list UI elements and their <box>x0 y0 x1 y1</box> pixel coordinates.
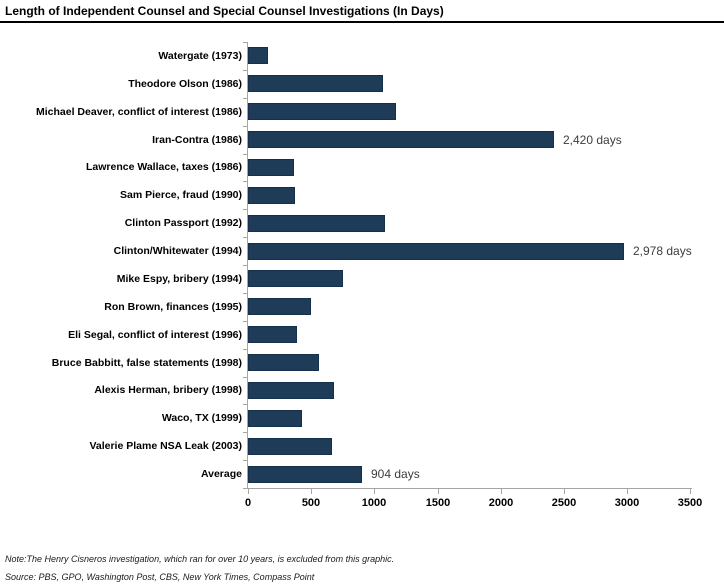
category-label: Lawrence Wallace, taxes (1986) <box>85 161 242 173</box>
value-annotation: 904 days <box>371 467 420 481</box>
bar-2 <box>248 75 383 92</box>
category-label: Theodore Olson (1986) <box>128 78 242 90</box>
bar-7 <box>248 215 385 232</box>
y-axis-tick <box>243 70 247 71</box>
bar-5 <box>248 159 294 176</box>
category-label: Average <box>200 468 242 480</box>
bar-9 <box>248 270 343 287</box>
category-label: Waco, TX (1999) <box>161 412 242 424</box>
bar-8 <box>248 243 624 260</box>
x-axis-tick <box>438 489 439 494</box>
category-label: Clinton Passport (1992) <box>124 217 242 229</box>
x-axis-tick <box>374 489 375 494</box>
bar-1 <box>248 47 268 64</box>
x-axis-tick-label: 1000 <box>361 497 387 509</box>
y-axis-tick <box>243 321 247 322</box>
bar-10 <box>248 298 311 315</box>
y-axis-tick <box>243 126 247 127</box>
y-axis-tick <box>243 181 247 182</box>
y-axis-line <box>247 42 248 488</box>
x-axis-tick-label: 3000 <box>614 497 640 509</box>
y-axis-tick <box>243 432 247 433</box>
category-label: Clinton/Whitewater (1994) <box>113 245 242 257</box>
y-axis-tick <box>243 209 247 210</box>
bar-14 <box>248 410 302 427</box>
x-axis-tick-label: 1500 <box>425 497 451 509</box>
category-label: Eli Segal, conflict of interest (1996) <box>68 329 242 341</box>
category-label: Bruce Babbitt, false statements (1998) <box>51 357 242 369</box>
x-axis-tick-label: 0 <box>244 497 252 509</box>
y-axis-tick <box>243 237 247 238</box>
note-text: Note:The Henry Cisneros investigation, w… <box>5 554 395 564</box>
x-axis-tick <box>690 489 691 494</box>
category-label: Valerie Plame NSA Leak (2003) <box>89 440 242 452</box>
bar-4 <box>248 131 554 148</box>
category-label: Watergate (1973) <box>158 50 242 62</box>
y-axis-tick <box>243 460 247 461</box>
value-annotation: 2,420 days <box>563 133 622 147</box>
bar-11 <box>248 326 297 343</box>
x-axis-tick <box>248 489 249 494</box>
category-label: Sam Pierce, fraud (1990) <box>120 189 242 201</box>
x-axis-tick-label: 2000 <box>488 497 514 509</box>
x-axis-tick-label: 3500 <box>677 497 703 509</box>
y-axis-tick <box>243 265 247 266</box>
bar-12 <box>248 354 319 371</box>
y-axis-tick <box>243 377 247 378</box>
y-axis-tick <box>243 154 247 155</box>
bar-15 <box>248 438 332 455</box>
x-axis-tick-label: 2500 <box>551 497 577 509</box>
y-axis-tick <box>243 488 247 489</box>
x-axis-tick <box>311 489 312 494</box>
bar-3 <box>248 103 396 120</box>
category-label: Iran-Contra (1986) <box>152 134 242 146</box>
category-label: Ron Brown, finances (1995) <box>104 301 242 313</box>
y-axis-tick <box>243 349 247 350</box>
bar-16 <box>248 466 362 483</box>
category-label: Alexis Herman, bribery (1998) <box>94 384 242 396</box>
x-axis-tick <box>501 489 502 494</box>
x-axis-tick-label: 500 <box>301 497 321 509</box>
value-annotation: 2,978 days <box>633 244 692 258</box>
bar-13 <box>248 382 334 399</box>
x-axis-tick <box>564 489 565 494</box>
x-axis-line <box>247 488 692 489</box>
title-divider <box>0 21 724 23</box>
y-axis-tick <box>243 293 247 294</box>
page-title: Length of Independent Counsel and Specia… <box>5 4 444 18</box>
category-label: Michael Deaver, conflict of interest (19… <box>36 106 242 118</box>
y-axis-tick <box>243 404 247 405</box>
x-axis-tick <box>627 489 628 494</box>
category-label: Mike Espy, bribery (1994) <box>116 273 242 285</box>
y-axis-tick <box>243 42 247 43</box>
y-axis-tick <box>243 98 247 99</box>
source-text: Source: PBS, GPO, Washington Post, CBS, … <box>5 572 315 582</box>
bar-6 <box>248 187 295 204</box>
